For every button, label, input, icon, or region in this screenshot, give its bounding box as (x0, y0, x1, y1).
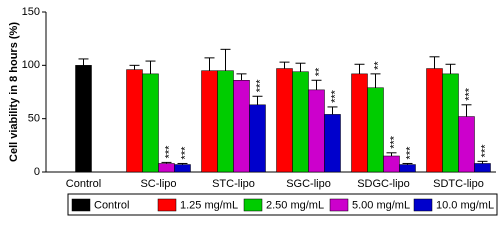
bar (233, 80, 250, 173)
bar (142, 73, 159, 173)
legend-swatch (329, 198, 349, 212)
bar (426, 68, 443, 173)
bar (75, 65, 92, 173)
legend-swatch (71, 198, 91, 212)
significance-label: *** (479, 144, 491, 158)
significance-label: *** (163, 145, 175, 159)
legend-swatch (157, 198, 177, 212)
bar (399, 164, 416, 173)
bar (474, 163, 491, 173)
legend-swatch (413, 198, 433, 212)
legend-label: 10.0 mg/mL (436, 199, 494, 211)
y-tick-label: 150 (22, 6, 40, 18)
x-tick-label: SC-lipo (140, 178, 176, 190)
legend-label: Control (94, 199, 129, 211)
significance-label: ** (372, 61, 384, 70)
x-tick-label: SDGC-lipo (357, 178, 410, 190)
significance-label: ** (313, 67, 325, 76)
bar (158, 163, 175, 173)
bar (174, 164, 191, 173)
bar (351, 73, 368, 173)
bar (324, 114, 341, 173)
significance-label: *** (404, 146, 416, 160)
legend-box (67, 193, 498, 216)
significance-label: *** (388, 135, 400, 149)
x-tick-label: Control (66, 178, 101, 190)
significance-label: *** (179, 146, 191, 160)
significance-label: *** (254, 79, 266, 93)
y-tick-label: 0 (34, 166, 40, 178)
x-tick-label: SGC-lipo (286, 178, 331, 190)
legend-label: 5.00 mg/mL (352, 199, 410, 211)
bar (201, 70, 218, 173)
significance-label: *** (463, 87, 475, 101)
significance-label: *** (329, 89, 341, 103)
y-axis-label: Cell viability in 8 hours (%) (8, 22, 20, 162)
chart: Cell viability in 8 hours (%) 0 50 100 150 C… (8, 6, 498, 216)
bar (292, 71, 309, 173)
bar (458, 116, 475, 173)
x-tick-label: SDTC-lipo (433, 178, 484, 190)
y-tick-label: 100 (22, 59, 40, 71)
bar (442, 73, 459, 173)
bar (249, 104, 266, 173)
y-tick-label: 50 (28, 113, 40, 125)
legend-swatch (243, 198, 263, 212)
x-tick-label: STC-lipo (212, 178, 255, 190)
bar (383, 155, 400, 173)
bar (126, 69, 143, 173)
legend-label: 1.25 mg/mL (180, 199, 238, 211)
legend-label: 2.50 mg/mL (266, 199, 324, 211)
bar (276, 68, 293, 173)
bar (308, 89, 325, 173)
bar (217, 70, 234, 173)
bar (367, 87, 384, 173)
